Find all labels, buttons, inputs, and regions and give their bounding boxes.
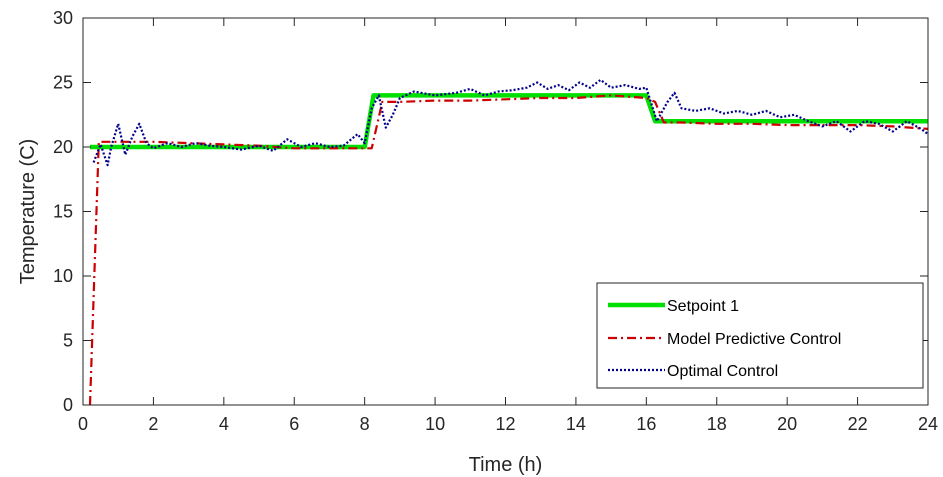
y-tick-label: 15 (53, 202, 73, 222)
x-tick-label: 22 (848, 414, 868, 434)
plot-area (82, 17, 929, 406)
y-tick-label: 20 (53, 137, 73, 157)
y-tick-label: 0 (63, 395, 73, 415)
legend-entry-2: Model Predictive Control (667, 331, 841, 348)
series-layer (88, 78, 928, 406)
series-line-2 (88, 94, 928, 406)
x-tick-label: 14 (566, 414, 586, 434)
x-tick-label: 18 (707, 414, 727, 434)
legend-entry-1: Setpoint 1 (667, 298, 739, 315)
x-tick-label: 4 (219, 414, 229, 434)
series-line-1 (90, 93, 928, 150)
y-tick-label: 5 (63, 331, 73, 351)
x-axis-label: Time (h) (469, 454, 543, 476)
y-axis-label: Temperature (C) (17, 139, 39, 285)
y-tick-label: 10 (53, 266, 73, 286)
x-tick-label: 8 (360, 414, 370, 434)
x-tick-label: 2 (148, 414, 158, 434)
x-tick-label: 20 (777, 414, 797, 434)
series-line-3 (92, 78, 928, 167)
x-tick-label: 12 (495, 414, 515, 434)
x-axis: 0 2 4 6 8 10 12 14 16 18 20 22 24 (78, 18, 938, 434)
legend-entry-3: Optimal Control (667, 363, 778, 380)
x-tick-label: 10 (425, 414, 445, 434)
x-tick-label: 0 (78, 414, 88, 434)
x-tick-label: 6 (289, 414, 299, 434)
legend: Setpoint 1 Model Predictive Control Optima… (596, 282, 924, 389)
y-tick-label: 25 (53, 73, 73, 93)
x-tick-label: 16 (636, 414, 656, 434)
y-axis: 0 5 10 15 20 25 30 (53, 8, 928, 415)
y-tick-label: 30 (53, 8, 73, 28)
x-tick-label: 24 (918, 414, 938, 434)
legend-box (596, 282, 924, 389)
